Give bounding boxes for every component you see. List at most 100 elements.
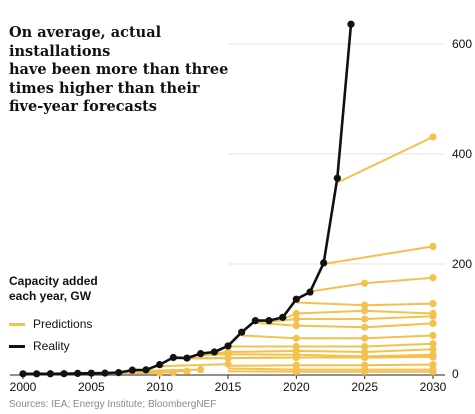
prediction-line <box>336 135 434 184</box>
prediction-point <box>429 340 437 348</box>
prediction-point <box>292 309 300 318</box>
prediction-point <box>224 348 232 356</box>
prediction-point <box>292 368 300 376</box>
prediction-point <box>429 361 437 369</box>
prediction-point <box>429 319 437 327</box>
prediction-point <box>429 331 437 340</box>
reality-point <box>265 317 273 325</box>
prediction-line <box>228 342 434 348</box>
reality-point <box>224 342 232 350</box>
y-tick-label: 200 <box>452 257 472 271</box>
reality-point <box>101 369 109 377</box>
x-tick-label: 2000 <box>10 380 37 394</box>
reality-point <box>279 313 287 321</box>
y-tick-label: 400 <box>452 147 472 161</box>
legend-item-predictions: Predictions <box>9 316 92 332</box>
legend-label-predictions: Predictions <box>33 317 93 331</box>
prediction-point <box>361 368 369 376</box>
reality-point <box>128 366 136 374</box>
prediction-point <box>292 342 300 351</box>
reality-series <box>19 20 355 378</box>
reality-point <box>142 366 150 374</box>
reality-point <box>306 288 314 296</box>
prediction-point <box>361 315 369 323</box>
predictions-series <box>104 133 437 377</box>
prediction-point <box>429 274 437 282</box>
prediction-point <box>197 366 205 374</box>
legend-title-line: Capacity added <box>9 274 98 288</box>
x-tick-label: 2015 <box>215 380 242 394</box>
reality-point <box>197 350 205 358</box>
x-tick-label: 2010 <box>146 380 173 394</box>
source-note: Sources: IEA; Energy Institute; Bloomber… <box>9 399 217 410</box>
legend-title: Capacity added each year, GW <box>9 274 159 304</box>
prediction-line <box>227 370 433 373</box>
reality-point <box>210 348 218 356</box>
reality-point <box>238 328 246 336</box>
reality-point <box>320 259 328 267</box>
prediction-line <box>145 368 201 372</box>
prediction-point <box>292 322 300 330</box>
x-tick-label: 2005 <box>78 380 105 394</box>
prediction-point <box>292 315 300 323</box>
prediction-line <box>323 245 434 265</box>
prediction-line <box>132 370 188 374</box>
prediction-point <box>429 242 437 250</box>
prediction-point <box>361 323 369 331</box>
x-tick-label: 2025 <box>351 380 378 394</box>
x-tick-label: 2030 <box>420 380 447 394</box>
prediction-line <box>200 353 434 358</box>
prediction-point <box>183 367 191 375</box>
prediction-point <box>361 279 369 287</box>
prediction-point <box>361 342 369 351</box>
y-tick-label: 0 <box>452 367 459 381</box>
prediction-point <box>361 301 369 309</box>
prediction-line <box>255 321 434 329</box>
reality-point <box>183 354 191 362</box>
prediction-point <box>361 307 369 315</box>
reality-point <box>333 174 341 182</box>
reality-point <box>115 369 123 377</box>
prediction-point <box>429 300 437 308</box>
reality-point <box>46 370 54 378</box>
prediction-line <box>309 276 434 293</box>
reality-point <box>156 361 164 369</box>
prediction-point <box>429 309 437 318</box>
reality-point <box>347 20 355 28</box>
prediction-point <box>429 368 437 376</box>
prediction-point <box>361 348 369 356</box>
chart-title-line: five-year forecasts <box>9 98 157 115</box>
reality-point <box>169 353 177 362</box>
prediction-point <box>429 351 437 359</box>
prediction-line <box>282 309 434 320</box>
x-tick-label: 2020 <box>283 380 310 394</box>
legend-swatch-reality <box>9 344 25 348</box>
prediction-point <box>292 334 300 342</box>
prediction-point <box>429 345 437 353</box>
reality-point <box>33 370 41 378</box>
legend-label-reality: Reality <box>33 339 70 353</box>
reality-point <box>292 295 300 303</box>
prediction-point <box>361 334 369 342</box>
reality-point <box>74 369 82 377</box>
chart-title-line: On average, actual installations <box>9 24 162 60</box>
prediction-line <box>227 367 433 371</box>
prediction-line <box>214 348 434 355</box>
reality-point <box>251 317 259 325</box>
prediction-line <box>227 363 434 367</box>
prediction-line <box>241 334 434 340</box>
prediction-line <box>159 363 229 368</box>
y-tick-label: 600 <box>452 37 472 51</box>
reality-point <box>87 369 95 377</box>
prediction-point <box>429 133 437 141</box>
chart-title: On average, actual installations have be… <box>9 24 239 117</box>
chart-title-line: have been more than three <box>9 61 229 78</box>
reality-point <box>19 370 27 378</box>
legend-swatch-predictions <box>9 322 25 326</box>
legend-title-line: each year, GW <box>9 289 92 303</box>
chart-title-line: times higher than their <box>9 79 200 97</box>
legend-item-reality: Reality <box>9 338 70 354</box>
prediction-line <box>187 355 434 360</box>
